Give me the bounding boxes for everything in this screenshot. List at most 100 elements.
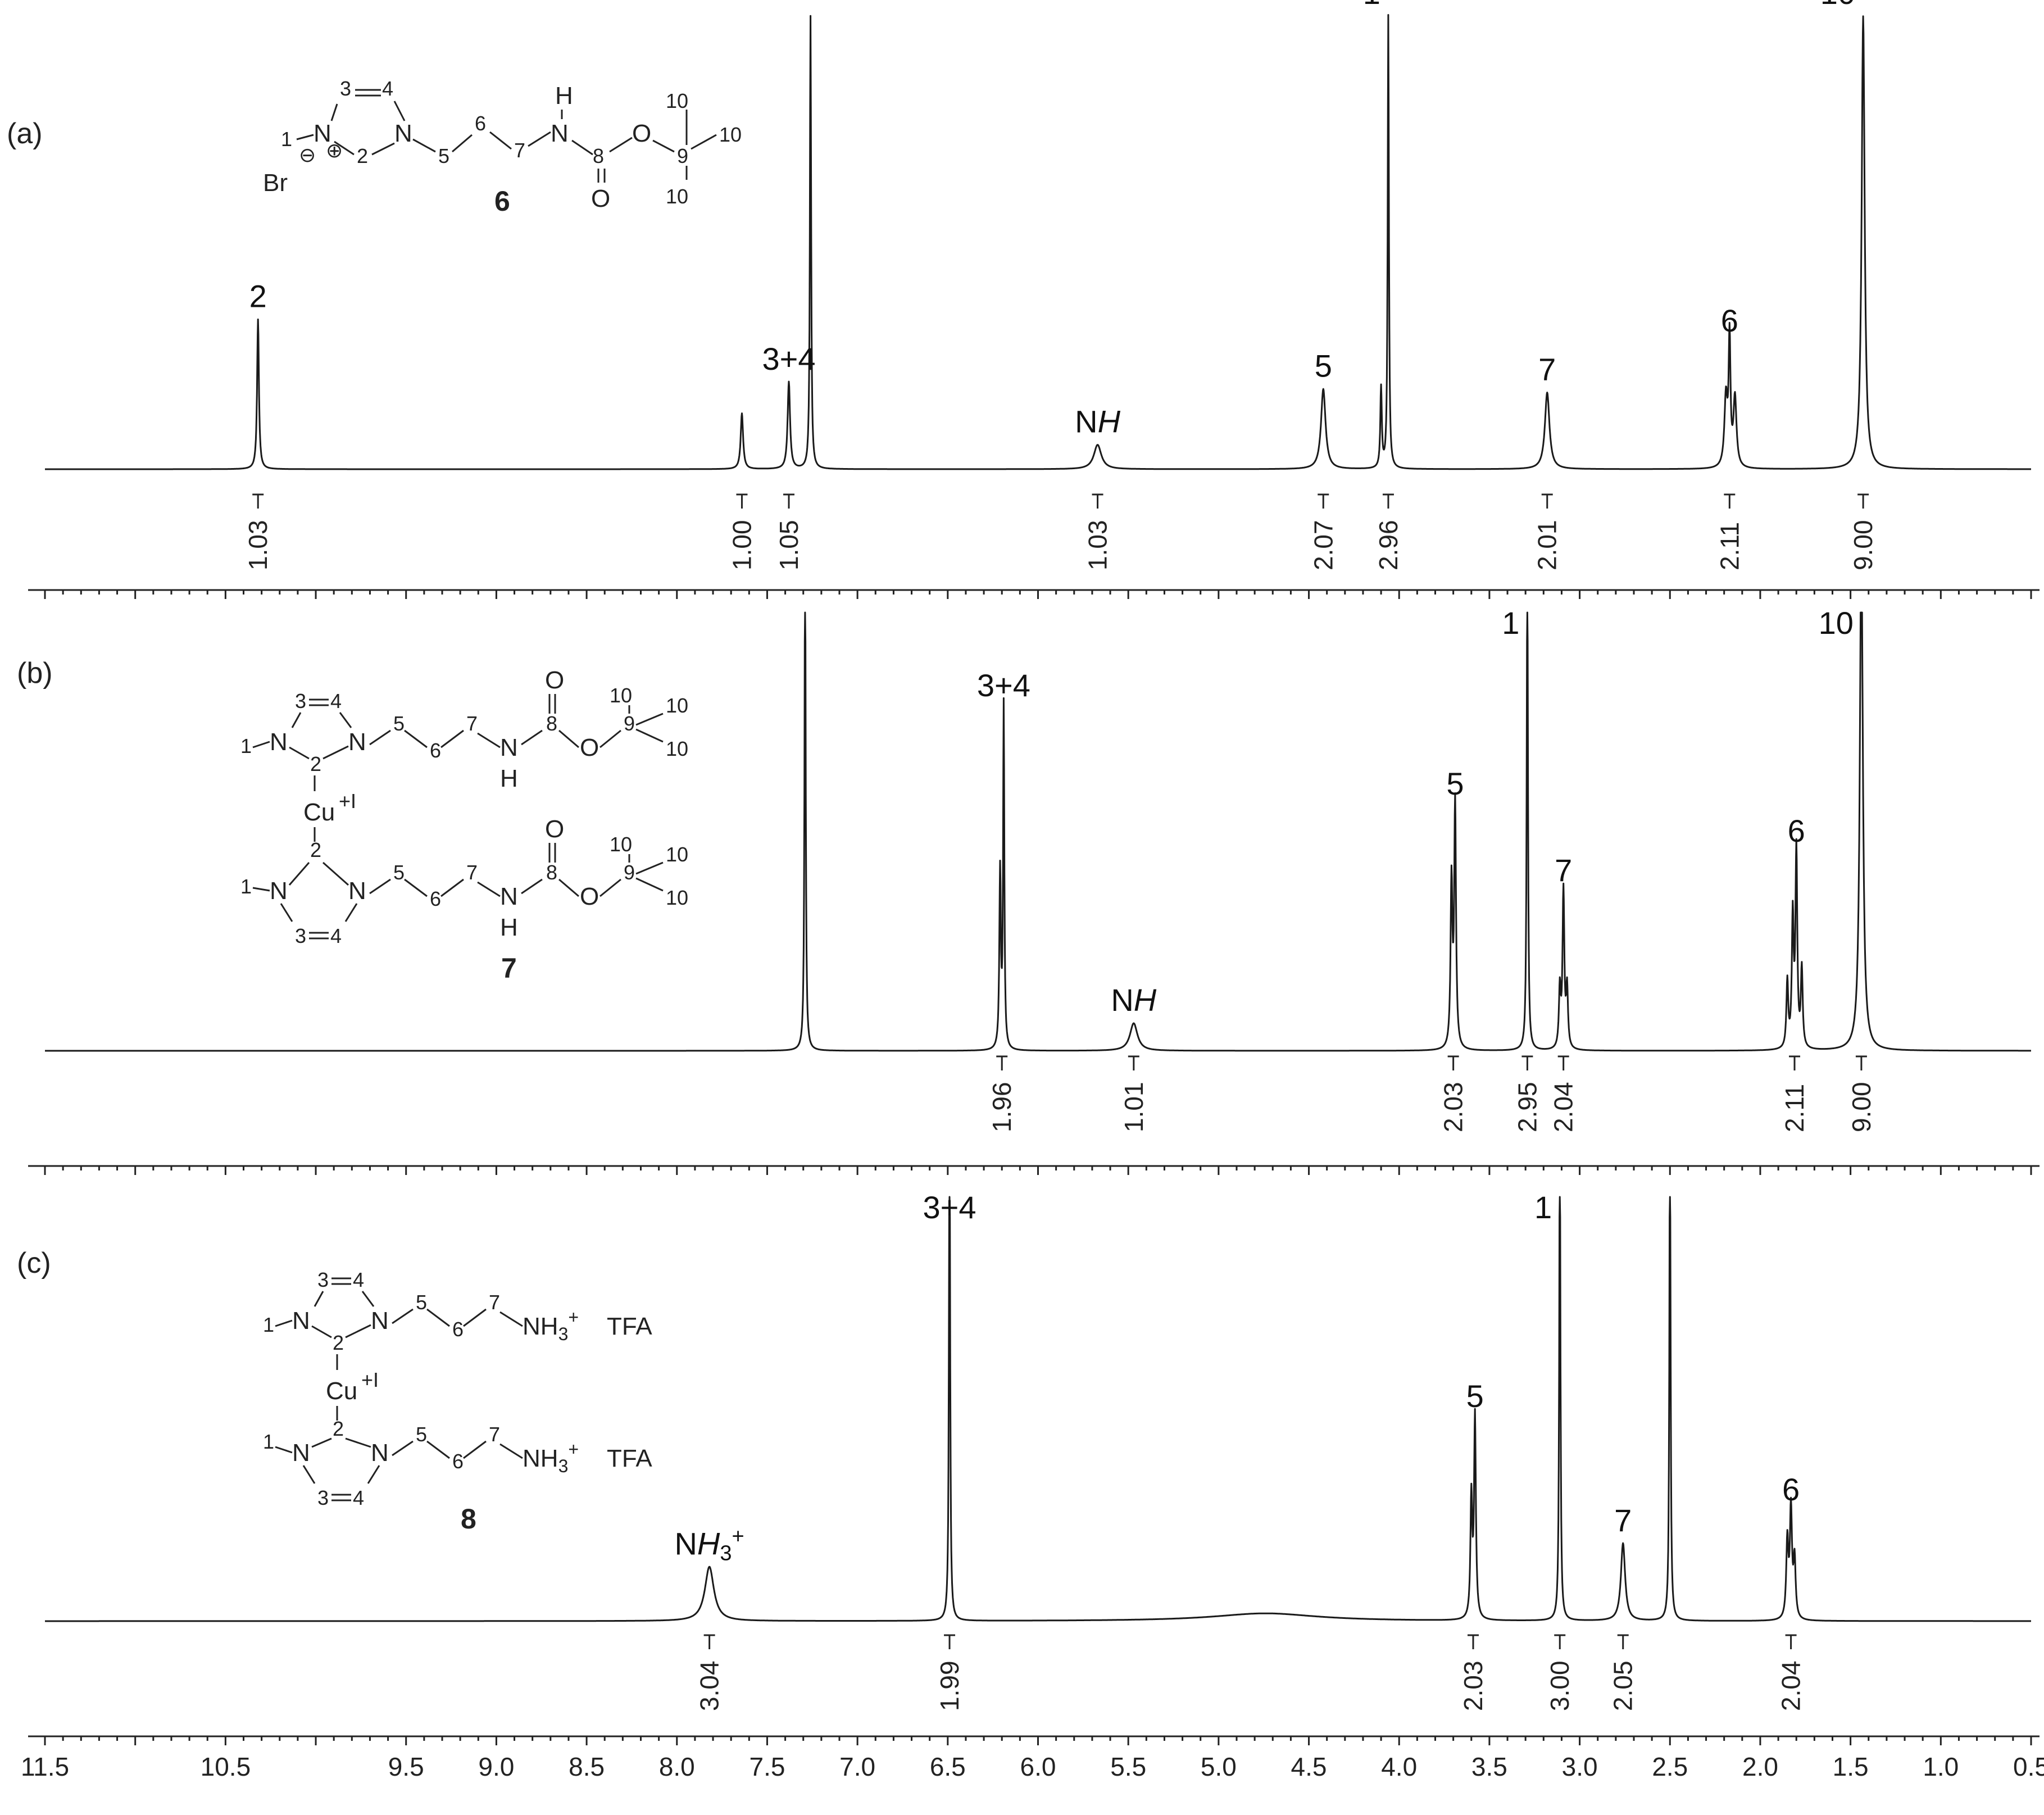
integral-value: 3.00 <box>1545 1660 1574 1711</box>
svg-text:8: 8 <box>593 144 604 167</box>
svg-text:N: N <box>314 120 331 147</box>
svg-text:O: O <box>545 815 564 843</box>
peak-label: 1 <box>1363 0 1380 11</box>
integral-value: 2.01 <box>1533 520 1562 570</box>
metal-7: Cu <box>303 798 335 826</box>
bromide: Br <box>263 169 288 197</box>
svg-text:6: 6 <box>430 739 441 762</box>
svg-text:10: 10 <box>666 843 688 866</box>
svg-text:N: N <box>270 877 288 905</box>
integral-value: 1.03 <box>1083 520 1112 570</box>
panel-label-a: (a) <box>7 117 43 150</box>
integral-value: 2.05 <box>1609 1660 1638 1711</box>
svg-text:6: 6 <box>452 1318 464 1341</box>
svg-text:N: N <box>371 1439 389 1467</box>
integral-value: 1.03 <box>243 520 272 570</box>
svg-text:N: N <box>348 877 366 905</box>
svg-text:NH3+: NH3+ <box>523 1439 579 1476</box>
svg-text:1: 1 <box>240 875 252 898</box>
x-tick-label: 7.5 <box>750 1752 785 1781</box>
spectrum-trace-c <box>44 1196 2032 1622</box>
integral-value: 2.11 <box>1780 1084 1809 1132</box>
counter-charge: ⊖ <box>299 143 316 166</box>
peak-label: 6 <box>1782 1472 1800 1507</box>
svg-text:4: 4 <box>330 689 342 713</box>
svg-text:7: 7 <box>514 139 525 162</box>
svg-text:N: N <box>500 734 518 761</box>
peak-label: 7 <box>1614 1503 1632 1538</box>
spectrum-trace-a <box>44 14 2032 470</box>
svg-text:9: 9 <box>624 712 635 735</box>
integral-value: 2.03 <box>1439 1082 1468 1132</box>
svg-text:10: 10 <box>610 684 632 707</box>
integral-value: 2.95 <box>1512 1082 1542 1132</box>
svg-text:1: 1 <box>281 128 292 151</box>
peak-label: 7 <box>1555 852 1572 888</box>
svg-text:N: N <box>551 120 569 147</box>
svg-text:10: 10 <box>666 89 688 112</box>
svg-text:7: 7 <box>489 1423 500 1446</box>
svg-text:8: 8 <box>546 712 557 735</box>
svg-text:2: 2 <box>333 1331 344 1354</box>
svg-text:3: 3 <box>317 1486 329 1509</box>
peak-label: 1 <box>1534 1190 1552 1225</box>
peak-label: 5 <box>1466 1378 1484 1414</box>
svg-text:1: 1 <box>240 734 252 757</box>
panel-a: 23+4NH5176101.031.001.051.032.072.962.01… <box>28 0 2040 599</box>
panel-label-c: (c) <box>17 1247 51 1279</box>
svg-text:2: 2 <box>310 838 321 861</box>
x-tick-label: 6.0 <box>1020 1752 1056 1781</box>
panel-c: NH3+ 3+4 5 1 7 6 3.04 1.99 2.03 3.00 2.05 2.04 <box>28 1190 2040 1745</box>
x-tick-label: 2.0 <box>1742 1752 1778 1781</box>
peak-label: 2 <box>249 278 267 314</box>
integral-value: 2.04 <box>1549 1082 1578 1132</box>
x-tick-label: 7.0 <box>839 1752 875 1781</box>
svg-text:5: 5 <box>438 144 449 167</box>
svg-text:2: 2 <box>333 1417 344 1440</box>
x-tick-label: 8.0 <box>659 1752 695 1781</box>
svg-text:N: N <box>292 1307 310 1335</box>
x-tick-label: 10.5 <box>201 1752 251 1781</box>
x-tick-label: 8.5 <box>569 1752 605 1781</box>
x-tick-label: 2.5 <box>1652 1752 1688 1781</box>
svg-text:5: 5 <box>393 861 405 884</box>
peak-label: 5 <box>1446 766 1464 801</box>
x-tick-label: 9.0 <box>478 1752 514 1781</box>
svg-text:4: 4 <box>353 1486 364 1509</box>
integral-value: 9.00 <box>1848 520 1878 570</box>
integral-value: 2.03 <box>1459 1660 1488 1711</box>
svg-text:6: 6 <box>430 887 441 910</box>
svg-text:3: 3 <box>295 689 306 713</box>
spectra-layer: 23+4NH5176101.031.001.051.032.072.962.01… <box>21 0 2044 1781</box>
svg-text:7: 7 <box>466 861 478 884</box>
structure-7: 3 4 1 N 2 N 5 6 7 N H 8 O O 9 10 10 1 <box>240 666 688 984</box>
oxidation-8: +I <box>361 1368 379 1391</box>
svg-text:N: N <box>371 1307 389 1335</box>
peak-label: 3+4 <box>923 1190 976 1225</box>
svg-text:10: 10 <box>666 185 688 208</box>
svg-text:O: O <box>580 734 599 761</box>
svg-text:7: 7 <box>466 712 478 735</box>
x-tick-label: 9.5 <box>388 1752 424 1781</box>
compound-number-6: 6 <box>494 185 510 217</box>
peak-label: 10 <box>1820 0 1855 11</box>
x-tick-label: 1.5 <box>1833 1752 1869 1781</box>
svg-text:1: 1 <box>263 1313 274 1336</box>
svg-text:9: 9 <box>624 861 635 884</box>
peak-label: 3+4 <box>762 341 816 376</box>
x-tick-label: 3.5 <box>1471 1752 1507 1781</box>
svg-text:H: H <box>555 82 573 110</box>
structure-6: 3 4 1 N ⊖ ⊕ 2 N 5 6 7 N H 8 O O 9 10 <box>263 77 742 217</box>
svg-text:2: 2 <box>310 752 321 775</box>
counterion-top: TFA <box>607 1313 652 1340</box>
svg-text:4: 4 <box>382 77 393 100</box>
svg-text:8: 8 <box>546 861 557 884</box>
integral-value: 1.00 <box>728 520 757 570</box>
svg-text:7: 7 <box>489 1291 500 1314</box>
peak-label: NH <box>1075 404 1120 439</box>
counterion-bottom: TFA <box>607 1445 652 1472</box>
metal-8: Cu <box>326 1377 357 1405</box>
svg-text:N: N <box>292 1439 310 1467</box>
